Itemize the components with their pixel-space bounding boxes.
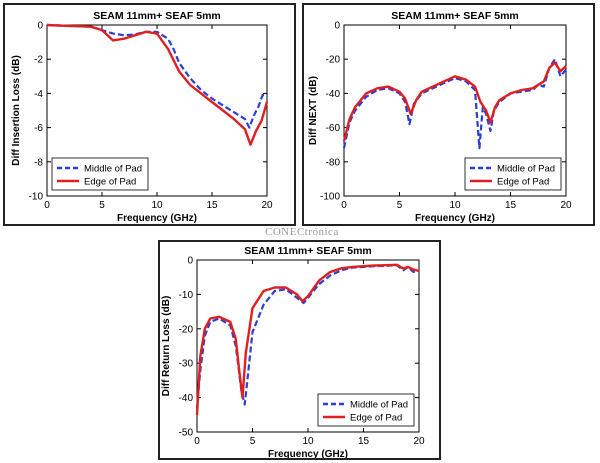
series-line-edge-of-pad (195, 263, 420, 415)
y-tick-label: -6 (34, 123, 43, 134)
x-tick-label: 10 (151, 200, 163, 211)
y-tick-label: -80 (326, 157, 341, 168)
y-tick-label: -20 (326, 55, 341, 66)
legend-box (464, 157, 562, 191)
x-axis-label: Frequency (GHz) (117, 213, 197, 224)
legend-box (317, 393, 415, 427)
y-tick-label: -50 (179, 428, 194, 439)
chart-return-loss: SEAM 11mm+ SEAF 5mm 0 5 10 15 20 0 -10 -20 -30 -40… (161, 245, 425, 458)
x-axis-label: Frequency (GHz) (268, 449, 348, 458)
series-line-edge-of-pad (46, 23, 269, 146)
watermark-text: CONECtrónica (265, 226, 339, 238)
y-tick-label: -30 (179, 359, 194, 370)
x-tick-label: 15 (505, 200, 517, 211)
x-tick-label: 5 (250, 436, 256, 447)
x-tick-label: 0 (341, 200, 347, 211)
x-tick-label: 15 (358, 436, 370, 447)
y-axis-label: Diff Return Loss (dB) (161, 296, 172, 397)
chart-insertion-loss: SEAM 11mm+ SEAF 5mm 0 5 10 15 20 0 -2 -4 -6 -8 -10 F… (11, 10, 273, 224)
chart-title: SEAM 11mm+ SEAF 5mm (244, 245, 372, 257)
y-tick-label: -8 (34, 157, 43, 168)
y-tick-label: 0 (334, 21, 340, 32)
legend: Middle of Pad Edge of Pad (317, 393, 415, 427)
legend-label: Edge of Pad (84, 177, 136, 188)
x-tick-label: 15 (206, 200, 218, 211)
y-tick-label: -40 (326, 89, 341, 100)
legend-box (51, 157, 149, 191)
legend-label: Middle of Pad (84, 164, 142, 175)
chart-panel-next: SEAM 11mm+ SEAF 5mm 0 5 10 15 20 0 -20 -40 -60 -80… (302, 3, 595, 226)
x-tick-label: 0 (44, 200, 50, 211)
x-tick-label: 5 (397, 200, 403, 211)
y-tick-label: -40 (179, 393, 194, 404)
y-tick-label: 0 (37, 21, 43, 32)
legend-label: Edge of Pad (497, 177, 549, 188)
y-tick-label: -20 (179, 324, 194, 335)
x-tick-label: 20 (560, 200, 572, 211)
chart-title: SEAM 11mm+ SEAF 5mm (93, 10, 221, 22)
legend: Middle of Pad Edge of Pad (464, 157, 562, 191)
x-tick-label: 20 (261, 200, 273, 211)
legend: Middle of Pad Edge of Pad (51, 157, 149, 191)
y-tick-label: 0 (187, 256, 193, 267)
x-axis-label: Frequency (GHz) (415, 213, 495, 224)
y-axis-label: Diff NEXT (dB) (308, 76, 319, 145)
x-tick-label: 20 (413, 436, 425, 447)
series-line-edge-of-pad (342, 61, 567, 142)
chart-panel-return-loss: SEAM 11mm+ SEAF 5mm 0 5 10 15 20 0 -10 -20 -30 -40… (158, 240, 441, 460)
x-tick-label: 10 (449, 200, 461, 211)
legend-label: Middle of Pad (497, 164, 555, 175)
y-tick-label: -100 (320, 192, 340, 203)
x-tick-label: 5 (99, 200, 105, 211)
chart-title: SEAM 11mm+ SEAF 5mm (391, 10, 519, 22)
y-axis-label: Diff Insertion Loss (dB) (11, 55, 22, 166)
y-tick-label: -10 (179, 290, 194, 301)
legend-label: Edge of Pad (350, 413, 402, 424)
y-tick-label: -10 (29, 192, 44, 203)
y-tick-label: -4 (34, 89, 43, 100)
legend-label: Middle of Pad (350, 400, 408, 411)
y-tick-label: -60 (326, 123, 341, 134)
x-tick-label: 10 (302, 436, 314, 447)
chart-panel-insertion-loss: SEAM 11mm+ SEAF 5mm 0 5 10 15 20 0 -2 -4 -6 -8 -10 F… (3, 3, 296, 226)
y-tick-label: -2 (34, 55, 43, 66)
series-line-middle-of-pad (46, 23, 267, 129)
chart-next: SEAM 11mm+ SEAF 5mm 0 5 10 15 20 0 -20 -40 -60 -80… (308, 10, 572, 224)
x-tick-label: 0 (194, 436, 200, 447)
